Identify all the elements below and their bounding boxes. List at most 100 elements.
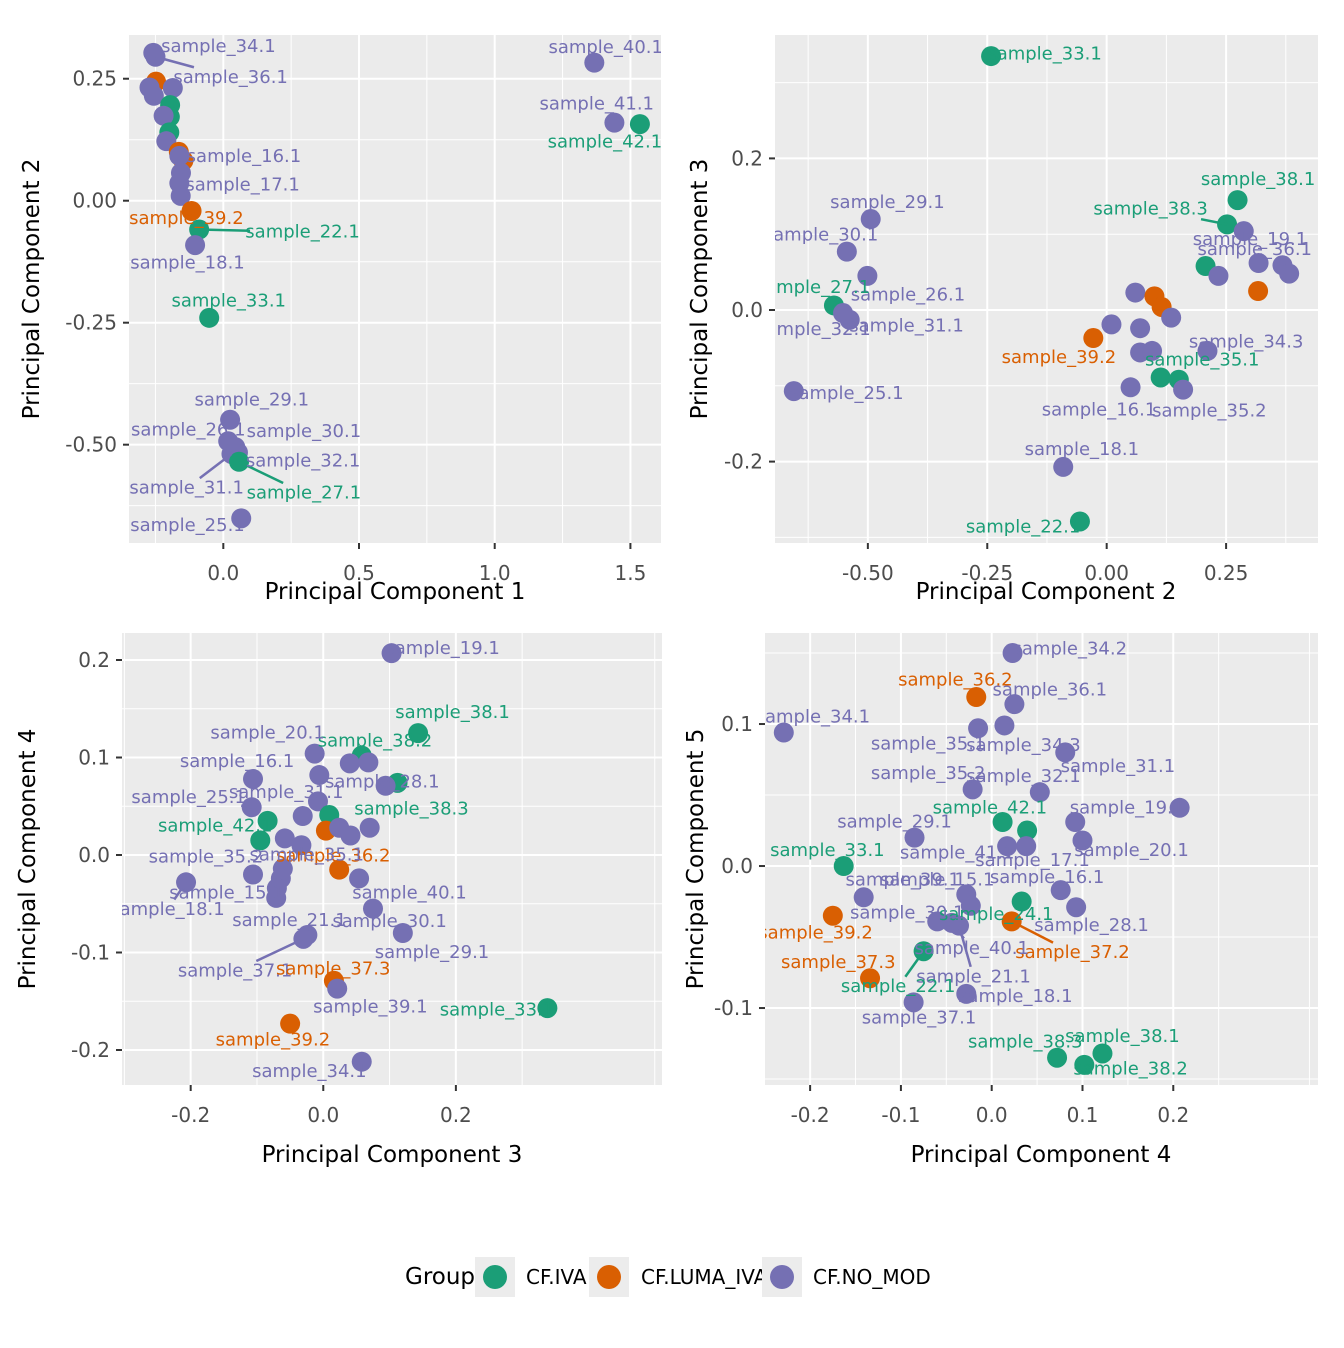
y-tick-label: -0.1 xyxy=(714,996,753,1020)
y-axis-title: Principal Component 4 xyxy=(15,729,41,990)
y-tick-label: 0.0 xyxy=(731,298,763,322)
label-sample_29.1: sample_29.1 xyxy=(195,389,310,410)
label-sample_21.1: sample_21.1 xyxy=(232,910,347,931)
label-sample_18.1: sample_18.1 xyxy=(1025,439,1140,460)
label-sample_39.1: sample_39.1 xyxy=(313,997,428,1018)
y-tick-label: -0.2 xyxy=(71,1038,110,1062)
label-sample_42.1: sample_42.1 xyxy=(548,132,663,153)
y-axis-title: Principal Component 3 xyxy=(687,159,713,420)
x-axis-title: Principal Component 2 xyxy=(916,579,1177,605)
label-sample_39.2: sample_39.2 xyxy=(758,922,873,943)
x-tick-label: 0.0 xyxy=(976,1103,1008,1127)
label-sample_36.1: sample_36.1 xyxy=(1197,239,1312,260)
leader-line-sample_22.1 xyxy=(199,229,250,230)
legend-dot-CF.LUMA_IVA xyxy=(597,1265,621,1289)
point-sample_38.1 xyxy=(1228,190,1248,210)
data-point xyxy=(1161,308,1181,328)
x-tick-label: -0.2 xyxy=(791,1103,830,1127)
y-tick-label: 0.2 xyxy=(78,648,110,672)
label-sample_38.2: sample_38.2 xyxy=(318,730,433,751)
y-tick-label: -0.2 xyxy=(724,450,763,474)
label-sample_25.1: sample_25.1 xyxy=(130,515,245,536)
data-point xyxy=(1248,281,1268,301)
label-sample_25.1: sample_25.1 xyxy=(131,787,246,808)
label-sample_32.1: sample_32.1 xyxy=(966,766,1081,787)
x-axis-title: Principal Component 4 xyxy=(911,1142,1172,1168)
label-sample_35.1: sample_35.1 xyxy=(249,845,364,866)
data-point xyxy=(360,818,380,838)
data-point xyxy=(1208,266,1228,286)
x-tick-label: 1.5 xyxy=(615,561,647,585)
x-tick-label: 0.0 xyxy=(307,1103,339,1127)
y-tick-label: 0.00 xyxy=(72,189,117,213)
label-sample_16.1: sample_16.1 xyxy=(187,146,302,167)
label-sample_38.3: sample_38.3 xyxy=(354,799,469,820)
label-sample_16.1: sample_16.1 xyxy=(990,867,1105,888)
legend-title: Group xyxy=(405,1264,475,1290)
label-sample_16.1: sample_16.1 xyxy=(180,751,295,772)
label-sample_40.1: sample_40.1 xyxy=(914,938,1029,959)
legend-label: CF.LUMA_IVA xyxy=(641,1265,768,1289)
label-sample_37.3: sample_37.3 xyxy=(276,959,391,980)
panel-2: sample_33.1sample_29.1sample_30.1sample_… xyxy=(687,35,1318,605)
label-sample_37.1: sample_37.1 xyxy=(862,1007,977,1028)
label-sample_39.2: sample_39.2 xyxy=(216,1030,331,1051)
point-sample_39.1 xyxy=(327,979,347,999)
label-sample_16.1: sample_16.1 xyxy=(1042,400,1157,421)
label-sample_34.1: sample_34.1 xyxy=(756,706,871,727)
label-sample_18.1: sample_18.1 xyxy=(130,253,245,274)
data-point xyxy=(340,753,360,773)
legend-label: CF.NO_MOD xyxy=(813,1265,931,1289)
legend-dot-CF.NO_MOD xyxy=(770,1265,794,1289)
label-sample_36.1: sample_36.1 xyxy=(993,679,1108,700)
label-sample_35.2: sample_35.2 xyxy=(1152,400,1267,421)
y-tick-label: 0.0 xyxy=(721,854,753,878)
label-sample_15.1: sample_15.1 xyxy=(880,870,995,891)
legend-label: CF.IVA xyxy=(526,1265,587,1289)
label-sample_22.1: sample_22.1 xyxy=(966,516,1081,537)
label-sample_39.2: sample_39.2 xyxy=(1002,347,1117,368)
x-tick-label: 0.2 xyxy=(1157,1103,1189,1127)
label-sample_20.1: sample_20.1 xyxy=(210,723,325,744)
label-sample_20.1: sample_20.1 xyxy=(1074,840,1189,861)
x-axis-title: Principal Component 1 xyxy=(265,579,526,605)
y-axis-title: Principal Component 2 xyxy=(19,159,45,420)
y-tick-label: -0.50 xyxy=(65,433,117,457)
data-point xyxy=(1125,283,1145,303)
x-tick-label: 0.2 xyxy=(440,1103,472,1127)
label-sample_40.1: sample_40.1 xyxy=(352,883,467,904)
point-sample_35.2 xyxy=(243,865,263,885)
label-sample_42.1: sample_42.1 xyxy=(158,815,273,836)
x-tick-label: 0.0 xyxy=(207,561,239,585)
data-point xyxy=(1130,318,1150,338)
data-point xyxy=(1101,314,1121,334)
y-tick-label: -0.25 xyxy=(65,311,117,335)
label-sample_33.1: sample_33.1 xyxy=(770,840,885,861)
label-sample_32.1: sample_32.1 xyxy=(246,450,361,471)
label-sample_38.2: sample_38.2 xyxy=(1073,1059,1188,1080)
x-tick-label: 0.1 xyxy=(1067,1103,1099,1127)
label-sample_18.1: sample_18.1 xyxy=(110,899,225,920)
point-sample_34.3 xyxy=(994,715,1014,735)
legend-dot-CF.IVA xyxy=(483,1265,507,1289)
label-sample_34.1: sample_34.1 xyxy=(161,36,276,57)
x-tick-label: 0.25 xyxy=(1204,561,1249,585)
x-axis-title: Principal Component 3 xyxy=(262,1142,523,1168)
label-sample_41.1: sample_41.1 xyxy=(539,94,654,115)
label-sample_37.3: sample_37.3 xyxy=(781,952,896,973)
point-sample_39.2 xyxy=(1083,328,1103,348)
label-sample_18.1: sample_18.1 xyxy=(958,986,1073,1007)
label-sample_30.1: sample_30.1 xyxy=(332,911,447,932)
label-sample_29.1: sample_29.1 xyxy=(837,812,952,833)
y-tick-label: 0.1 xyxy=(78,746,110,770)
label-sample_33.1: sample_33.1 xyxy=(987,43,1102,64)
y-axis-title: Principal Component 5 xyxy=(683,729,709,990)
label-sample_38.3: sample_38.3 xyxy=(1093,199,1208,220)
label-sample_31.1: sample_31.1 xyxy=(849,315,964,336)
label-sample_34.2: sample_34.2 xyxy=(1013,638,1128,659)
label-sample_30.1: sample_30.1 xyxy=(850,902,965,923)
y-tick-label: 0.25 xyxy=(72,67,117,91)
label-sample_35.1: sample_35.1 xyxy=(1145,350,1260,371)
label-sample_38.3: sample_38.3 xyxy=(968,1032,1083,1053)
label-sample_30.1: sample_30.1 xyxy=(764,224,879,245)
